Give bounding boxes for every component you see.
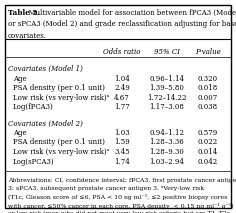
Text: Age: Age [13,75,27,82]
Text: Covariates (Model 2): Covariates (Model 2) [8,119,83,128]
Text: 4.67: 4.67 [114,94,130,102]
Text: Low risk (vs very-low risk)ᵃ: Low risk (vs very-low risk)ᵃ [13,94,109,102]
Text: 0.320: 0.320 [198,75,218,82]
Text: PSA density (per 0.1 unit): PSA density (per 0.1 unit) [13,84,105,92]
Text: 0.042: 0.042 [198,157,218,166]
Text: 1.39–5.80: 1.39–5.80 [150,84,185,92]
Text: 1.28–3.36: 1.28–3.36 [150,138,184,147]
Text: 1.74: 1.74 [114,157,130,166]
Text: 0.579: 0.579 [198,129,218,137]
Text: Covariates (Model 1): Covariates (Model 1) [8,65,83,73]
Text: Log(fPCA3): Log(fPCA3) [13,103,54,111]
Text: Multivariable model for association between fPCA3 (Model 1): Multivariable model for association betw… [24,9,236,17]
Text: PSA density (per 0.1 unit): PSA density (per 0.1 unit) [13,138,105,147]
Text: 95% CI: 95% CI [154,48,180,56]
Text: 2.49: 2.49 [114,84,130,92]
Text: covariates.: covariates. [8,32,47,40]
Text: Log(sPCA3): Log(sPCA3) [13,157,55,166]
Text: Odds ratio: Odds ratio [103,48,141,56]
Text: 0.018: 0.018 [198,84,218,92]
Text: 1.77: 1.77 [114,103,130,111]
Text: (T1c, Gleason score of ≤6, PSA < 10 ng ml⁻¹, ≤2 positive biopsy cores: (T1c, Gleason score of ≤6, PSA < 10 ng m… [8,194,227,200]
Text: 1.28–9.30: 1.28–9.30 [150,148,185,156]
Text: Age: Age [13,129,27,137]
Text: 0.014: 0.014 [198,148,218,156]
Text: 3; sPCA3, subsequent prostate cancer antigen 3. ᵃVery-low risk: 3; sPCA3, subsequent prostate cancer ant… [8,186,204,191]
Text: 0.007: 0.007 [198,94,218,102]
Text: 0.94–1.12: 0.94–1.12 [149,129,185,137]
Text: 1.03–2.94: 1.03–2.94 [150,157,185,166]
Text: or low risk (men who did not meet very low-risk criteria but are T1–T2a,: or low risk (men who did not meet very l… [8,211,232,213]
Text: 1.59: 1.59 [114,138,130,147]
Text: 1.17–3.08: 1.17–3.08 [150,103,185,111]
Text: 1.72–14.22: 1.72–14.22 [147,94,187,102]
Text: P-value: P-value [195,48,221,56]
Text: Low risk (vs very-low risk)ᵃ: Low risk (vs very-low risk)ᵃ [13,148,109,156]
Text: 0.022: 0.022 [198,138,218,147]
Text: 1.03: 1.03 [114,129,130,137]
Text: 3.45: 3.45 [114,148,130,156]
Text: with cancer, ≤50% cancer in each core, PSA density  < 0.15 ng ml⁻¹ g⁻¹): with cancer, ≤50% cancer in each core, P… [8,203,234,209]
Text: 0.038: 0.038 [198,103,218,111]
Text: or sPCA3 (Model 2) and grade reclassification adjusting for baseline: or sPCA3 (Model 2) and grade reclassific… [8,20,236,29]
Text: 0.96–1.14: 0.96–1.14 [149,75,185,82]
Text: Abbreviations: CI, confidence interval; fPCA3, first prostate cancer antigen: Abbreviations: CI, confidence interval; … [8,178,236,183]
Text: Table 3.: Table 3. [8,9,40,17]
Text: 1.04: 1.04 [114,75,130,82]
